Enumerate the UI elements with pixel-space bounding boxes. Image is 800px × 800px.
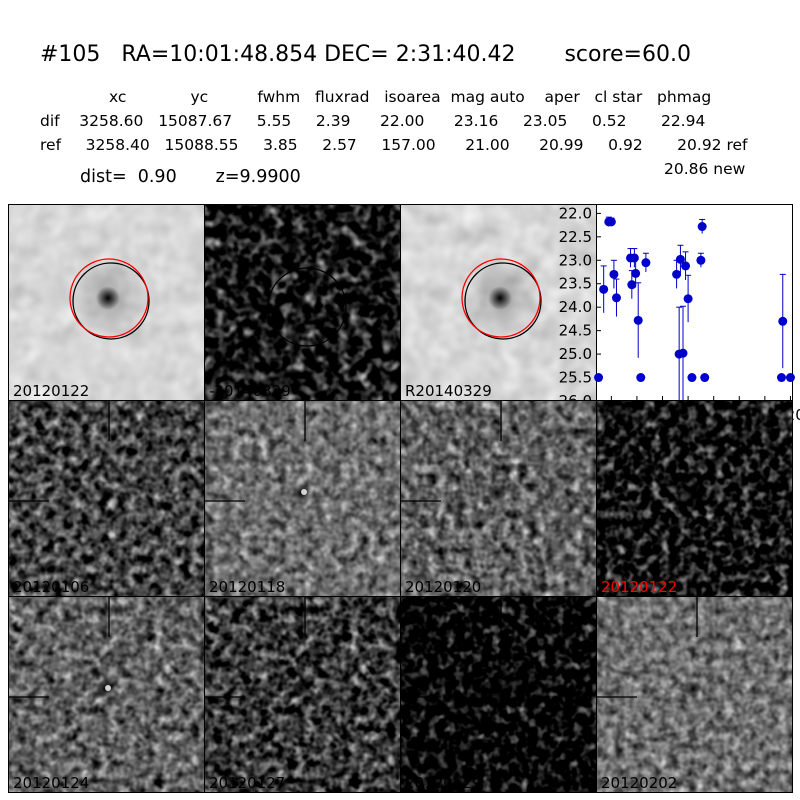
data-point [633,315,643,325]
panel-label: -20140329 [209,382,291,400]
panel-label: 20120124 [13,774,90,792]
new-mag-label: 20.86 new [664,160,746,178]
data-point [687,373,697,383]
data-point [700,373,710,383]
data-point [609,269,619,279]
y-tick-label: 24.0 [559,298,592,316]
panel-label: 20120106 [13,578,90,596]
data-point [631,268,641,278]
cutout-image [597,597,792,792]
panel-label: 20120120 [405,578,482,596]
cutout-image [205,597,400,792]
data-point [599,284,609,294]
cutout-image [205,401,400,596]
y-tick-label: 23.0 [559,251,592,269]
cutout-image [401,597,596,792]
light-curve-plot: 22.022.523.023.524.024.525.025.526.0-200… [559,204,800,424]
panel-label: 20120122 [601,578,678,596]
panel-label: 20120122 [13,382,90,400]
panel-label: R20140329 [405,382,492,400]
panel-label: 20120118 [209,578,286,596]
columns-header: xc yc fwhm fluxrad isoarea mag auto aper… [40,88,712,106]
cutout-panel: 20120106 [8,400,205,597]
data-point [785,373,795,383]
data-point [594,373,604,383]
y-tick-label: 25.5 [559,369,592,387]
data-point [681,261,691,271]
cutout-panel: 20120202 [596,596,793,793]
data-point [627,280,637,290]
data-point [776,373,786,383]
y-tick-label: 22.0 [559,204,592,222]
top-panel-r-image [401,205,596,400]
data-point [606,217,616,227]
y-tick-label: 25.0 [559,345,592,363]
data-point [678,348,688,358]
top-panel-diff-image [205,205,400,400]
panel-label: 20120202 [601,774,678,792]
cutout-panel: 20120118 [204,400,401,597]
data-point [672,269,682,279]
light-curve-panel: 22.022.523.023.524.024.525.025.526.0-200… [559,204,800,424]
header-title: #105 RA=10:01:48.854 DEC= 2:31:40.42 sco… [40,42,691,67]
ref-row: ref 3258.40 15088.55 3.85 2.57 157.00 21… [40,136,748,154]
cutout-panel: 20120129 [400,596,597,793]
data-point [696,255,706,265]
data-point [675,254,685,264]
cutout-image [9,401,204,596]
y-tick-label: 23.5 [559,275,592,293]
data-point [629,253,639,263]
plot-frame [596,204,793,401]
data-point [683,294,693,304]
cutout-panel: 20120120 [400,400,597,597]
y-tick-label: 22.5 [559,228,592,246]
cutout-panel: 20120122 [596,400,793,597]
data-point [697,222,707,232]
cutout-image [597,401,792,596]
data-point [778,316,788,326]
cutout-image [401,401,596,596]
cutout-image [9,597,204,792]
top-panel-ref: 20120122 [8,204,205,401]
cutout-panel: 20120124 [8,596,205,793]
panel-label: 20120129 [405,774,482,792]
dif-row: dif 3258.60 15087.67 5.55 2.39 22.00 23.… [40,112,706,130]
dist-line: dist= 0.90 z=9.9900 [80,167,301,187]
data-point [611,293,621,303]
panel-label: 20120127 [209,774,286,792]
top-panel-diff: -20140329 [204,204,401,401]
top-panel-r: R20140329 [400,204,597,401]
top-panel-ref-image [9,205,204,400]
cutout-panel: 20120127 [204,596,401,793]
data-point [636,373,646,383]
y-tick-label: 24.5 [559,322,592,340]
data-point [641,258,651,268]
